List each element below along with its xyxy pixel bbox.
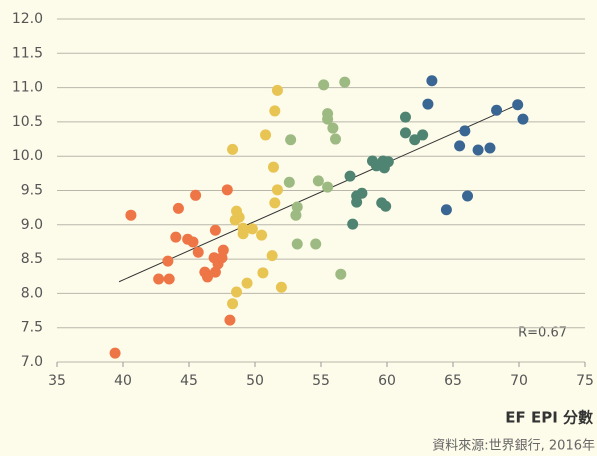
point: [318, 79, 330, 91]
point: [187, 236, 199, 248]
point: [201, 271, 213, 283]
x-tick-label: 50: [246, 373, 264, 389]
y-tick-label: 11.0: [12, 80, 43, 96]
point: [221, 184, 233, 196]
point: [246, 223, 258, 235]
point: [257, 267, 269, 279]
x-tick-label: 70: [510, 373, 528, 389]
point: [440, 204, 452, 216]
point: [283, 176, 295, 188]
y-tick-label: 9.5: [21, 183, 43, 199]
x-tick-label: 65: [444, 373, 462, 389]
point: [312, 175, 324, 187]
x-tick-label: 40: [114, 373, 132, 389]
point: [356, 187, 368, 199]
point: [417, 129, 429, 141]
point: [227, 298, 239, 310]
y-tick-label: 10.5: [12, 114, 43, 130]
x-tick-label: 75: [576, 373, 594, 389]
point: [275, 281, 287, 293]
point: [162, 255, 174, 267]
point: [241, 277, 253, 289]
trend-line: [118, 103, 520, 283]
point: [459, 125, 471, 137]
point: [172, 202, 184, 214]
point: [327, 122, 339, 134]
point: [266, 250, 278, 262]
point: [330, 133, 342, 145]
source: 資料來源:世界銀行, 2016年: [432, 439, 595, 454]
point: [231, 286, 243, 298]
y-tick-label: 7.5: [21, 320, 43, 336]
point: [269, 197, 281, 209]
point: [192, 246, 204, 258]
point: [484, 142, 496, 154]
point: [322, 181, 334, 193]
point: [399, 127, 411, 139]
point: [472, 144, 484, 156]
y-tick-label: 12.0: [12, 11, 43, 27]
point: [190, 189, 202, 201]
point: [291, 201, 303, 213]
point: [454, 140, 466, 152]
y-tick-label: 11.5: [12, 45, 43, 61]
point: [271, 84, 283, 96]
point: [170, 231, 182, 243]
point: [344, 170, 356, 182]
point: [109, 347, 121, 359]
point: [125, 209, 137, 221]
point: [335, 268, 347, 280]
point: [163, 273, 175, 285]
point: [153, 273, 165, 285]
y-tick-label: 10.0: [12, 148, 43, 164]
point: [291, 238, 303, 250]
y-tick-label: 9.0: [21, 217, 43, 233]
point: [209, 266, 221, 278]
point: [351, 196, 363, 208]
point: [271, 184, 283, 196]
point: [290, 209, 302, 221]
x-tick-label: 60: [378, 373, 396, 389]
point: [229, 214, 241, 226]
point: [422, 98, 434, 110]
point: [512, 99, 524, 111]
point: [310, 238, 322, 250]
x-tick-label: 55: [312, 373, 330, 389]
point: [409, 134, 421, 146]
y-tick-label: 8.5: [21, 251, 43, 267]
point: [285, 134, 297, 146]
point: [426, 75, 438, 87]
point: [217, 244, 229, 256]
annotation: R=0.67: [518, 326, 567, 341]
y-tick-label: 7.0: [21, 354, 43, 370]
point: [491, 104, 503, 116]
point: [399, 111, 411, 123]
x-tick-label: 45: [180, 373, 198, 389]
point: [380, 200, 392, 212]
x-axis-label: EF EPI 分數: [505, 409, 593, 427]
x-tick-label: 35: [48, 373, 66, 389]
point: [227, 143, 239, 155]
point: [382, 156, 394, 168]
point: [237, 228, 249, 240]
point: [209, 224, 221, 236]
point: [256, 229, 268, 241]
point: [339, 76, 351, 88]
point: [462, 190, 474, 202]
point: [224, 314, 236, 326]
point: [347, 218, 359, 230]
point: [269, 105, 281, 117]
point: [517, 113, 529, 125]
point: [260, 129, 272, 141]
y-tick-label: 8.0: [21, 285, 43, 301]
point: [322, 113, 334, 125]
point: [267, 161, 279, 173]
